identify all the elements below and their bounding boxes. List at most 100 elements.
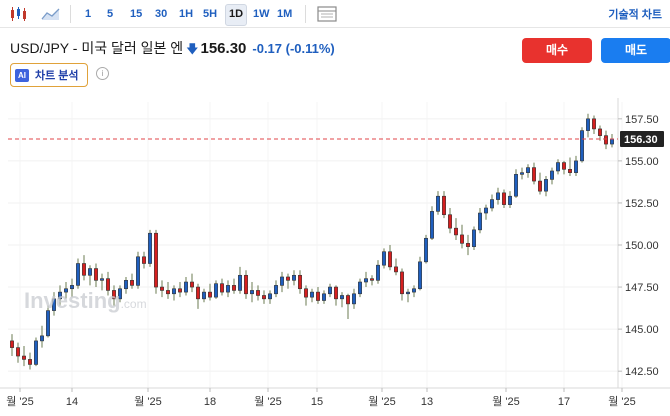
timeframe-30[interactable]: 30 xyxy=(155,8,168,20)
y-tick-label: 155.00 xyxy=(625,156,659,168)
timeframe-1h[interactable]: 1H xyxy=(179,8,194,20)
arrow-down-icon: 🡇 xyxy=(186,42,199,56)
candle-body xyxy=(256,290,260,296)
y-tick-label: 147.50 xyxy=(625,282,659,294)
candle-body xyxy=(490,199,494,209)
candle-body xyxy=(208,291,212,298)
candle-body xyxy=(118,288,122,300)
candle-body xyxy=(484,207,488,214)
timeframe-1m[interactable]: 1M xyxy=(277,8,293,20)
timeframe-1d[interactable]: 1D xyxy=(225,4,248,26)
candle-body xyxy=(142,256,146,264)
candle-body xyxy=(322,293,326,301)
x-tick-label: 월 '25 xyxy=(492,395,520,408)
x-tick-label: 월 '25 xyxy=(608,395,636,408)
x-tick-label: 13 xyxy=(421,396,433,408)
investing-watermark: Investing.com xyxy=(24,288,147,313)
candle-body xyxy=(538,180,542,192)
candle-body xyxy=(226,285,230,293)
chart-axes: 142.50 145.00 147.50 150.00 152.50 155.00 157.… xyxy=(0,98,670,408)
candle-body xyxy=(454,227,458,236)
candle-body xyxy=(304,288,308,298)
candle-body xyxy=(364,278,368,283)
y-tick-label: 150.00 xyxy=(625,240,659,252)
candle-body xyxy=(604,135,608,145)
symbol-name: USD/JPY - 미국 달러 일본 엔 xyxy=(10,40,184,56)
candle-body xyxy=(100,278,104,281)
candle-body xyxy=(562,162,566,170)
candle-body xyxy=(160,286,164,291)
timeframe-1[interactable]: 1 xyxy=(85,8,92,20)
table-view-icon[interactable] xyxy=(316,5,338,23)
price-change: -0.17 (-0.11%) xyxy=(252,41,335,56)
candle-body xyxy=(64,288,68,293)
y-tick-label: 142.50 xyxy=(625,366,659,378)
x-tick-label: 월 '25 xyxy=(6,395,34,408)
candlestick-icon[interactable] xyxy=(8,5,30,23)
candle-body xyxy=(178,288,182,293)
candle-body xyxy=(196,286,200,300)
price-chart[interactable]: 142.50 145.00 147.50 150.00 152.50 155.00 157.… xyxy=(0,98,670,416)
candle-body xyxy=(292,274,296,281)
candle-body xyxy=(520,172,524,175)
candle-body xyxy=(358,281,362,295)
buy-button[interactable]: 매수 xyxy=(522,38,592,63)
timeframe-5[interactable]: 5 xyxy=(107,8,114,20)
candle-body xyxy=(250,290,254,295)
candle-body xyxy=(238,274,242,291)
area-chart-icon[interactable] xyxy=(40,5,62,23)
candle-body xyxy=(34,340,38,365)
y-tick-label: 152.50 xyxy=(625,198,659,210)
candle-body xyxy=(136,256,140,286)
candle-body xyxy=(280,276,284,286)
candle-body xyxy=(46,310,50,337)
candle-body xyxy=(442,195,446,216)
candle-body xyxy=(88,268,92,276)
last-price-label: 156.30 xyxy=(624,134,658,146)
candle-body xyxy=(592,118,596,130)
candle-body xyxy=(310,291,314,298)
candle-body xyxy=(286,276,290,281)
candle-body xyxy=(496,192,500,200)
candle-body xyxy=(10,340,14,348)
candle-body xyxy=(406,291,410,295)
candle-body xyxy=(568,168,572,173)
candle-body xyxy=(586,118,590,131)
last-price: 156.30 xyxy=(200,40,247,57)
candle-body xyxy=(40,335,44,342)
candle-body xyxy=(472,229,476,247)
candle-body xyxy=(466,243,470,247)
timeframe-15[interactable]: 15 xyxy=(130,8,143,20)
x-tick-label: 15 xyxy=(311,396,323,408)
symbol-header: USD/JPY - 미국 달러 일본 엔 🡇 156.30 -0.17 (-0.11%… xyxy=(10,38,335,57)
y-tick-label: 157.50 xyxy=(625,114,659,126)
candle-body xyxy=(412,288,416,293)
candle-body xyxy=(514,174,518,197)
sell-button[interactable]: 매도 xyxy=(601,38,670,63)
x-tick-label: 월 '25 xyxy=(254,395,282,408)
candle-body xyxy=(220,283,224,293)
candle-body xyxy=(502,192,506,205)
candle-body xyxy=(424,237,428,263)
ai-chart-analysis-button[interactable]: AI 차트 분석 xyxy=(10,63,88,87)
timeframe-5h[interactable]: 5H xyxy=(203,8,218,20)
x-tick-label: 월 '25 xyxy=(134,395,162,408)
candle-body xyxy=(418,261,422,290)
candle-body xyxy=(544,179,548,192)
timeframe-1w[interactable]: 1W xyxy=(253,8,270,20)
candle-body xyxy=(190,281,194,288)
candle-body xyxy=(508,195,512,205)
candle-body xyxy=(58,291,62,300)
chart-grid xyxy=(8,102,623,388)
candle-body xyxy=(124,280,128,290)
technical-chart-link[interactable]: 기술적 차트 xyxy=(608,9,662,21)
info-icon[interactable]: i xyxy=(96,67,109,80)
x-tick-label: 14 xyxy=(66,396,78,408)
candle-body xyxy=(112,290,116,300)
candle-body xyxy=(340,295,344,300)
candle-body xyxy=(172,288,176,295)
candle-body xyxy=(598,128,602,136)
candle-body xyxy=(70,285,74,290)
ai-chart-analysis-label: 차트 분석 xyxy=(35,70,79,82)
candle-body xyxy=(274,285,278,295)
